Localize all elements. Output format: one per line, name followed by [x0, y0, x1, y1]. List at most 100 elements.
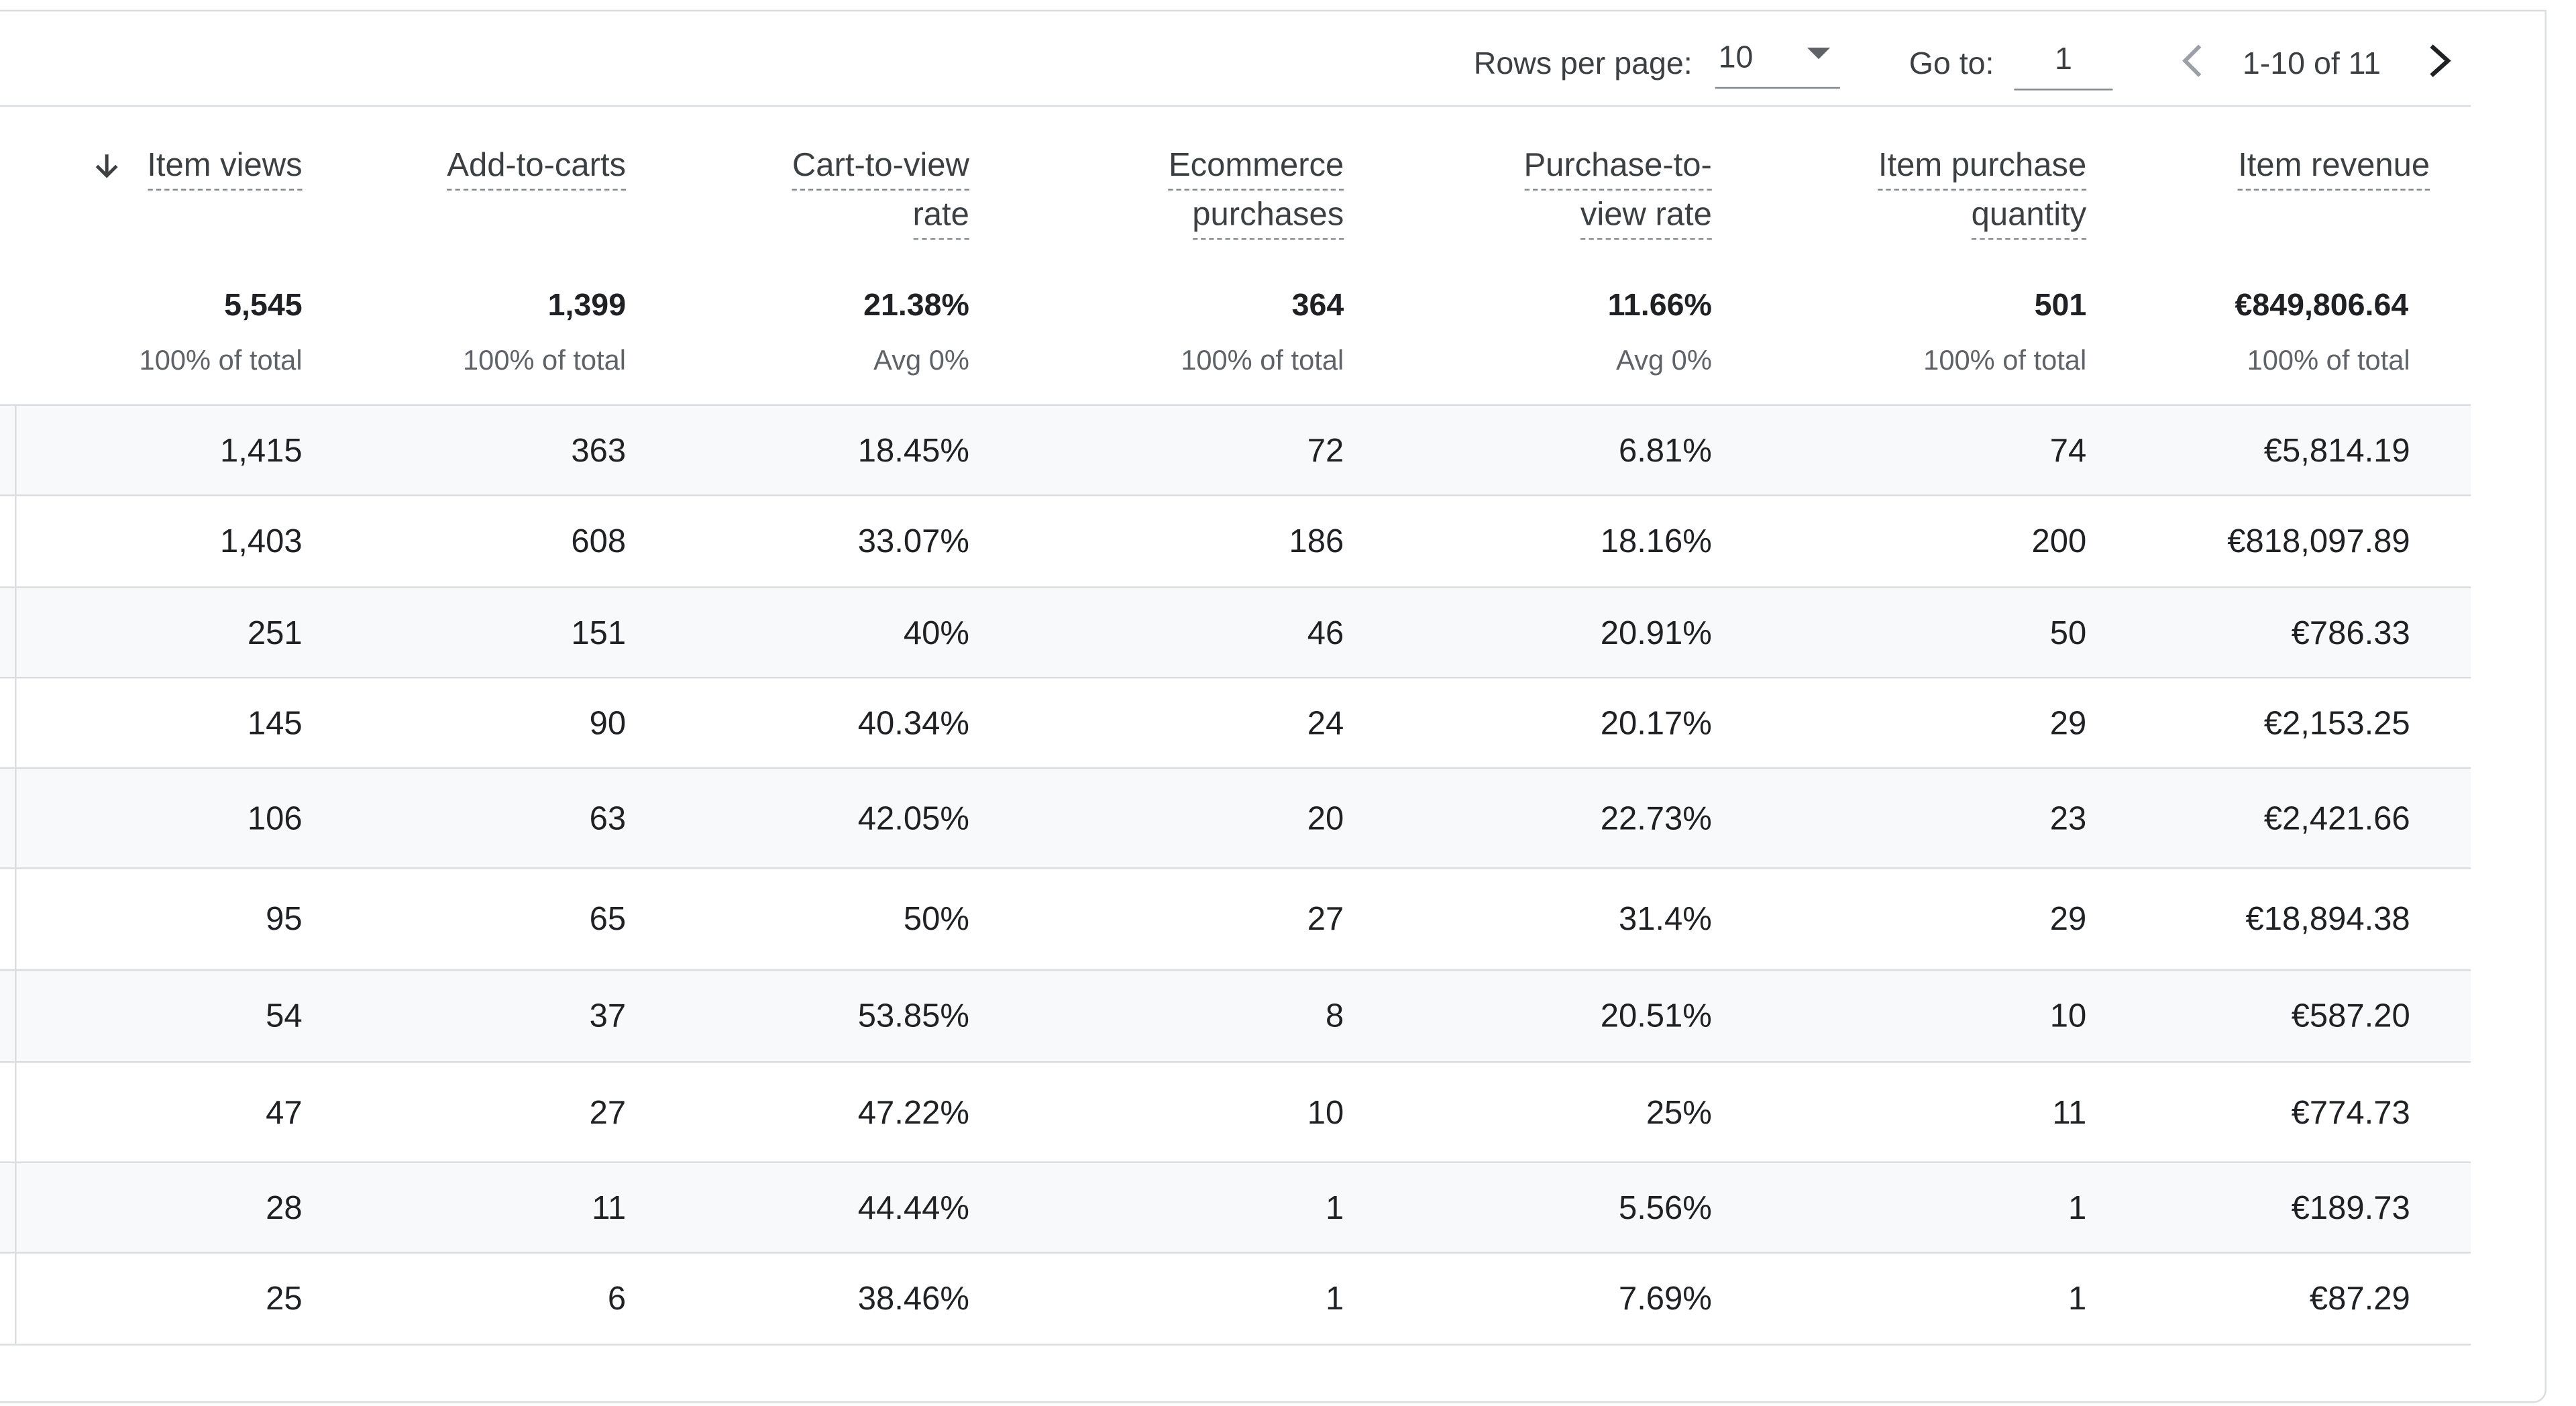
next-page-button[interactable]: [2416, 36, 2465, 85]
table-cell-cart-to-view-rate: 40%: [903, 616, 969, 653]
table-cell-item-views: 1,403: [220, 524, 303, 561]
table-cell-cart-to-view-rate: 18.45%: [857, 433, 969, 470]
table-row[interactable]: 54 37 53.85% 8 20.51% 10 €587.20: [0, 969, 2471, 1062]
table-cell-cart-to-view-rate: 40.34%: [857, 706, 969, 743]
table-cell-add-to-carts: 37: [589, 998, 627, 1035]
column-header-label: rate: [912, 194, 969, 240]
table-cell-item-purchase-quantity: 74: [2049, 433, 2087, 470]
row-divider: [15, 869, 17, 969]
row-divider: [15, 496, 17, 587]
row-divider: [15, 769, 17, 868]
table-cell-ecommerce-purchases: 8: [1326, 998, 1344, 1035]
column-header-label: purchases: [1192, 194, 1344, 240]
table-row[interactable]: 95 65 50% 27 31.4% 29 €18,894.38: [0, 867, 2471, 969]
table-cell-item-revenue: €786.33: [2291, 616, 2410, 653]
total-subtext: Avg 0%: [1616, 345, 1712, 376]
table-cell-add-to-carts: 6: [607, 1281, 627, 1318]
table-row[interactable]: 251 151 40% 46 20.91% 50 €786.33: [0, 586, 2471, 677]
rows-per-page-label: Rows per page:: [1473, 48, 1693, 83]
table-cell-item-revenue: €5,814.19: [2263, 433, 2410, 470]
table-row[interactable]: 28 11 44.44% 1 5.56% 1 €189.73: [0, 1161, 2471, 1252]
page-range-text: 1-10 of 11: [2242, 48, 2381, 83]
total-subtext: 100% of total: [1923, 345, 2087, 376]
table-cell-item-purchase-quantity: 1: [2068, 1281, 2087, 1318]
table-cell-item-purchase-quantity: 11: [2052, 1095, 2087, 1132]
table-cell-purchase-to-view-rate: 20.91%: [1600, 616, 1712, 653]
table-cell-purchase-to-view-rate: 31.4%: [1618, 902, 1712, 938]
previous-page-button[interactable]: [2169, 36, 2218, 85]
table-cell-ecommerce-purchases: 186: [1289, 524, 1344, 561]
column-header-label: quantity: [1971, 194, 2087, 240]
row-divider: [15, 588, 17, 677]
table-cell-ecommerce-purchases: 1: [1326, 1191, 1344, 1228]
table-cell-cart-to-view-rate: 50%: [903, 902, 969, 938]
table-row[interactable]: 47 27 47.22% 10 25% 11 €774.73: [0, 1061, 2471, 1162]
table-cell-cart-to-view-rate: 33.07%: [857, 524, 969, 561]
rows-per-page-select[interactable]: 10: [1715, 33, 1840, 89]
table-cell-item-views: 106: [247, 802, 303, 838]
column-header-label: Item purchase: [1878, 145, 2087, 191]
table-cell-item-purchase-quantity: 23: [2049, 802, 2087, 838]
column-header-item-revenue[interactable]: Item revenue: [2169, 142, 2430, 191]
table-cell-add-to-carts: 11: [592, 1191, 627, 1228]
go-to-page-input[interactable]: [2014, 32, 2113, 91]
total-value: 11.66%: [1607, 289, 1712, 324]
column-header-add-to-carts[interactable]: Add-to-carts: [394, 142, 627, 191]
column-header-label: Item revenue: [2238, 145, 2430, 191]
table-cell-add-to-carts: 63: [589, 802, 627, 838]
table-cell-item-revenue: €587.20: [2291, 998, 2410, 1035]
table-cell-item-purchase-quantity: 1: [2068, 1191, 2087, 1228]
column-header-label: Ecommerce: [1168, 145, 1344, 191]
table-row[interactable]: 145 90 40.34% 24 20.17% 29 €2,153.25: [0, 676, 2471, 767]
table-cell-cart-to-view-rate: 53.85%: [857, 998, 969, 1035]
table-cell-item-revenue: €774.73: [2291, 1095, 2410, 1132]
total-value: 364: [1291, 289, 1344, 324]
total-subtext: 100% of total: [463, 345, 627, 376]
table-cell-item-views: 145: [247, 706, 303, 743]
total-value: 5,545: [224, 289, 303, 324]
table-cell-ecommerce-purchases: 27: [1307, 902, 1344, 938]
total-subtext: 100% of total: [139, 345, 303, 376]
table-cell-cart-to-view-rate: 44.44%: [857, 1191, 969, 1228]
table-cell-purchase-to-view-rate: 20.17%: [1600, 706, 1712, 743]
table-cell-item-views: 28: [266, 1191, 303, 1228]
table-cell-item-revenue: €2,153.25: [2263, 706, 2410, 743]
table-cell-item-views: 251: [247, 616, 303, 653]
table-cell-purchase-to-view-rate: 6.81%: [1618, 433, 1712, 470]
table-cell-cart-to-view-rate: 42.05%: [857, 802, 969, 838]
column-header-label: Add-to-carts: [447, 145, 627, 191]
column-header-label: Cart-to-view: [792, 145, 969, 191]
table-cell-ecommerce-purchases: 24: [1307, 706, 1344, 743]
caret-down-icon: [1807, 48, 1831, 60]
go-to-label: Go to:: [1909, 48, 1994, 83]
table-cell-add-to-carts: 90: [589, 706, 627, 743]
table-cell-ecommerce-purchases: 10: [1307, 1095, 1344, 1132]
table-row[interactable]: 1,403 608 33.07% 186 18.16% 200 €818,097.89: [0, 494, 2471, 587]
column-header-label: Item views: [147, 145, 303, 191]
column-header-purchase-to-view-rate[interactable]: Purchase-to- view rate: [1466, 142, 1712, 240]
table-cell-add-to-carts: 363: [571, 433, 627, 470]
sort-descending-icon: [95, 154, 118, 178]
column-header-ecommerce-purchases[interactable]: Ecommerce purchases: [1097, 142, 1344, 240]
table-cell-item-purchase-quantity: 200: [2031, 524, 2087, 561]
table-cell-item-views: 47: [266, 1095, 303, 1132]
row-divider: [15, 1253, 17, 1344]
column-header-cart-to-view-rate[interactable]: Cart-to-view rate: [723, 142, 969, 240]
table-cell-purchase-to-view-rate: 5.56%: [1618, 1191, 1712, 1228]
column-header-item-purchase-quantity[interactable]: Item purchase quantity: [1807, 142, 2087, 240]
table-cell-item-purchase-quantity: 29: [2049, 902, 2087, 938]
table-cell-item-purchase-quantity: 29: [2049, 706, 2087, 743]
table-cell-add-to-carts: 65: [589, 902, 627, 938]
table-cell-ecommerce-purchases: 1: [1326, 1281, 1344, 1318]
table-cell-cart-to-view-rate: 38.46%: [857, 1281, 969, 1318]
table-cell-purchase-to-view-rate: 20.51%: [1600, 998, 1712, 1035]
column-header-item-views[interactable]: Item views: [99, 142, 303, 191]
table-cell-add-to-carts: 608: [571, 524, 627, 561]
table-cell-add-to-carts: 27: [589, 1095, 627, 1132]
table-row[interactable]: 25 6 38.46% 1 7.69% 1 €87.29: [0, 1252, 2471, 1346]
table-cell-item-views: 25: [266, 1281, 303, 1318]
table-cell-item-revenue: €87.29: [2309, 1281, 2410, 1318]
total-subtext: 100% of total: [2247, 345, 2410, 376]
table-row[interactable]: 106 63 42.05% 20 22.73% 23 €2,421.66: [0, 767, 2471, 868]
table-row[interactable]: 1,415 363 18.45% 72 6.81% 74 €5,814.19: [0, 404, 2471, 495]
